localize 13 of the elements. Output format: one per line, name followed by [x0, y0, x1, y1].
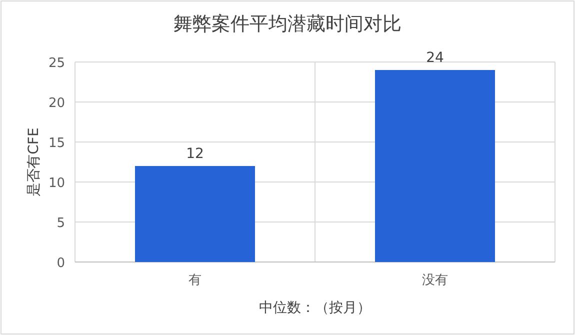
y-tick-label: 10 [48, 176, 65, 191]
y-tick-label: 0 [56, 256, 65, 271]
x-tick-label: 没有 [422, 273, 448, 288]
y-tick-label: 25 [48, 56, 65, 71]
data-label: 12 [186, 146, 204, 162]
x-axis-title: 中位数：（按月） [259, 300, 371, 316]
y-tick-label: 20 [48, 96, 65, 111]
y-tick-label: 15 [48, 136, 65, 151]
y-axis-title: 是否有CFE [26, 128, 42, 196]
chart-title: 舞弊案件平均潜藏时间对比 [174, 13, 402, 35]
y-tick-label: 5 [56, 216, 65, 231]
x-tick-label: 有 [188, 273, 202, 288]
data-label: 24 [426, 50, 444, 66]
